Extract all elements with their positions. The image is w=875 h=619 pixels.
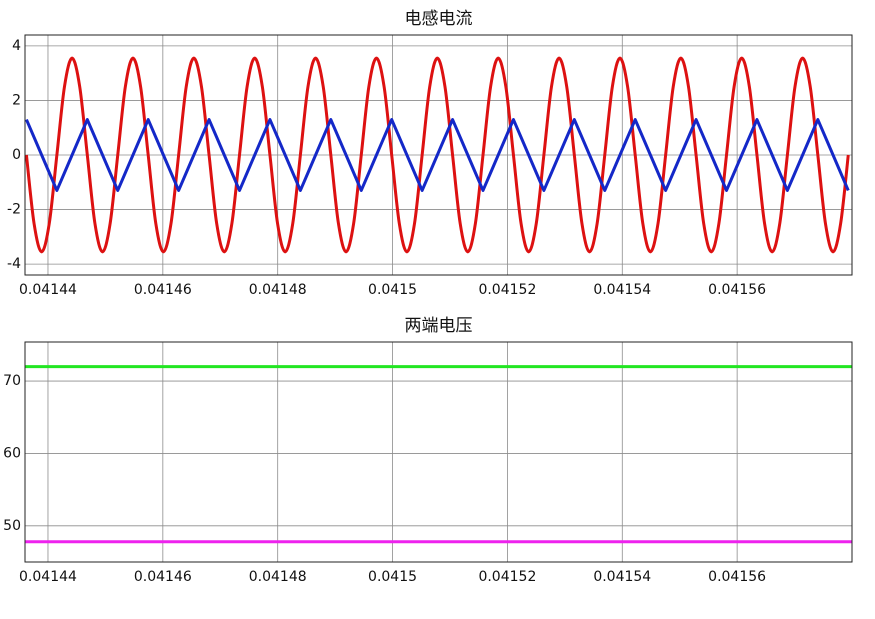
- x-tick-label: 0.04146: [134, 569, 192, 585]
- x-tick-label: 0.04154: [593, 569, 651, 585]
- series-line: [25, 56, 850, 254]
- y-tick-label: -2: [7, 202, 21, 218]
- x-tick-label: 0.04146: [134, 282, 192, 298]
- y-tick-label: 0: [12, 147, 21, 163]
- x-tick-label: 0.04144: [19, 569, 77, 585]
- x-tick-label: 0.04152: [478, 569, 536, 585]
- x-tick-label: 0.04148: [249, 569, 307, 585]
- x-tick-label: 0.04152: [478, 282, 536, 298]
- y-tick-label: 70: [3, 373, 21, 389]
- x-tick-label: 0.0415: [368, 569, 417, 585]
- chart-title: 两端电压: [405, 316, 473, 336]
- x-tick-label: 0.04156: [708, 569, 766, 585]
- y-tick-label: 4: [12, 38, 21, 54]
- x-tick-label: 0.04144: [19, 282, 77, 298]
- y-tick-label: 60: [3, 445, 21, 461]
- chart-title: 电感电流: [405, 9, 473, 29]
- series-line: [25, 118, 850, 192]
- axes-frame: [24, 34, 853, 276]
- plot-area: [25, 342, 852, 562]
- axes-frame: [24, 341, 853, 563]
- y-tick-label: 50: [3, 518, 21, 534]
- x-tick-label: 0.04156: [708, 282, 766, 298]
- y-tick-label: 2: [12, 92, 21, 108]
- x-tick-label: 0.04148: [249, 282, 307, 298]
- y-tick-label: -4: [7, 256, 21, 272]
- x-tick-label: 0.0415: [368, 282, 417, 298]
- x-tick-label: 0.04154: [593, 282, 651, 298]
